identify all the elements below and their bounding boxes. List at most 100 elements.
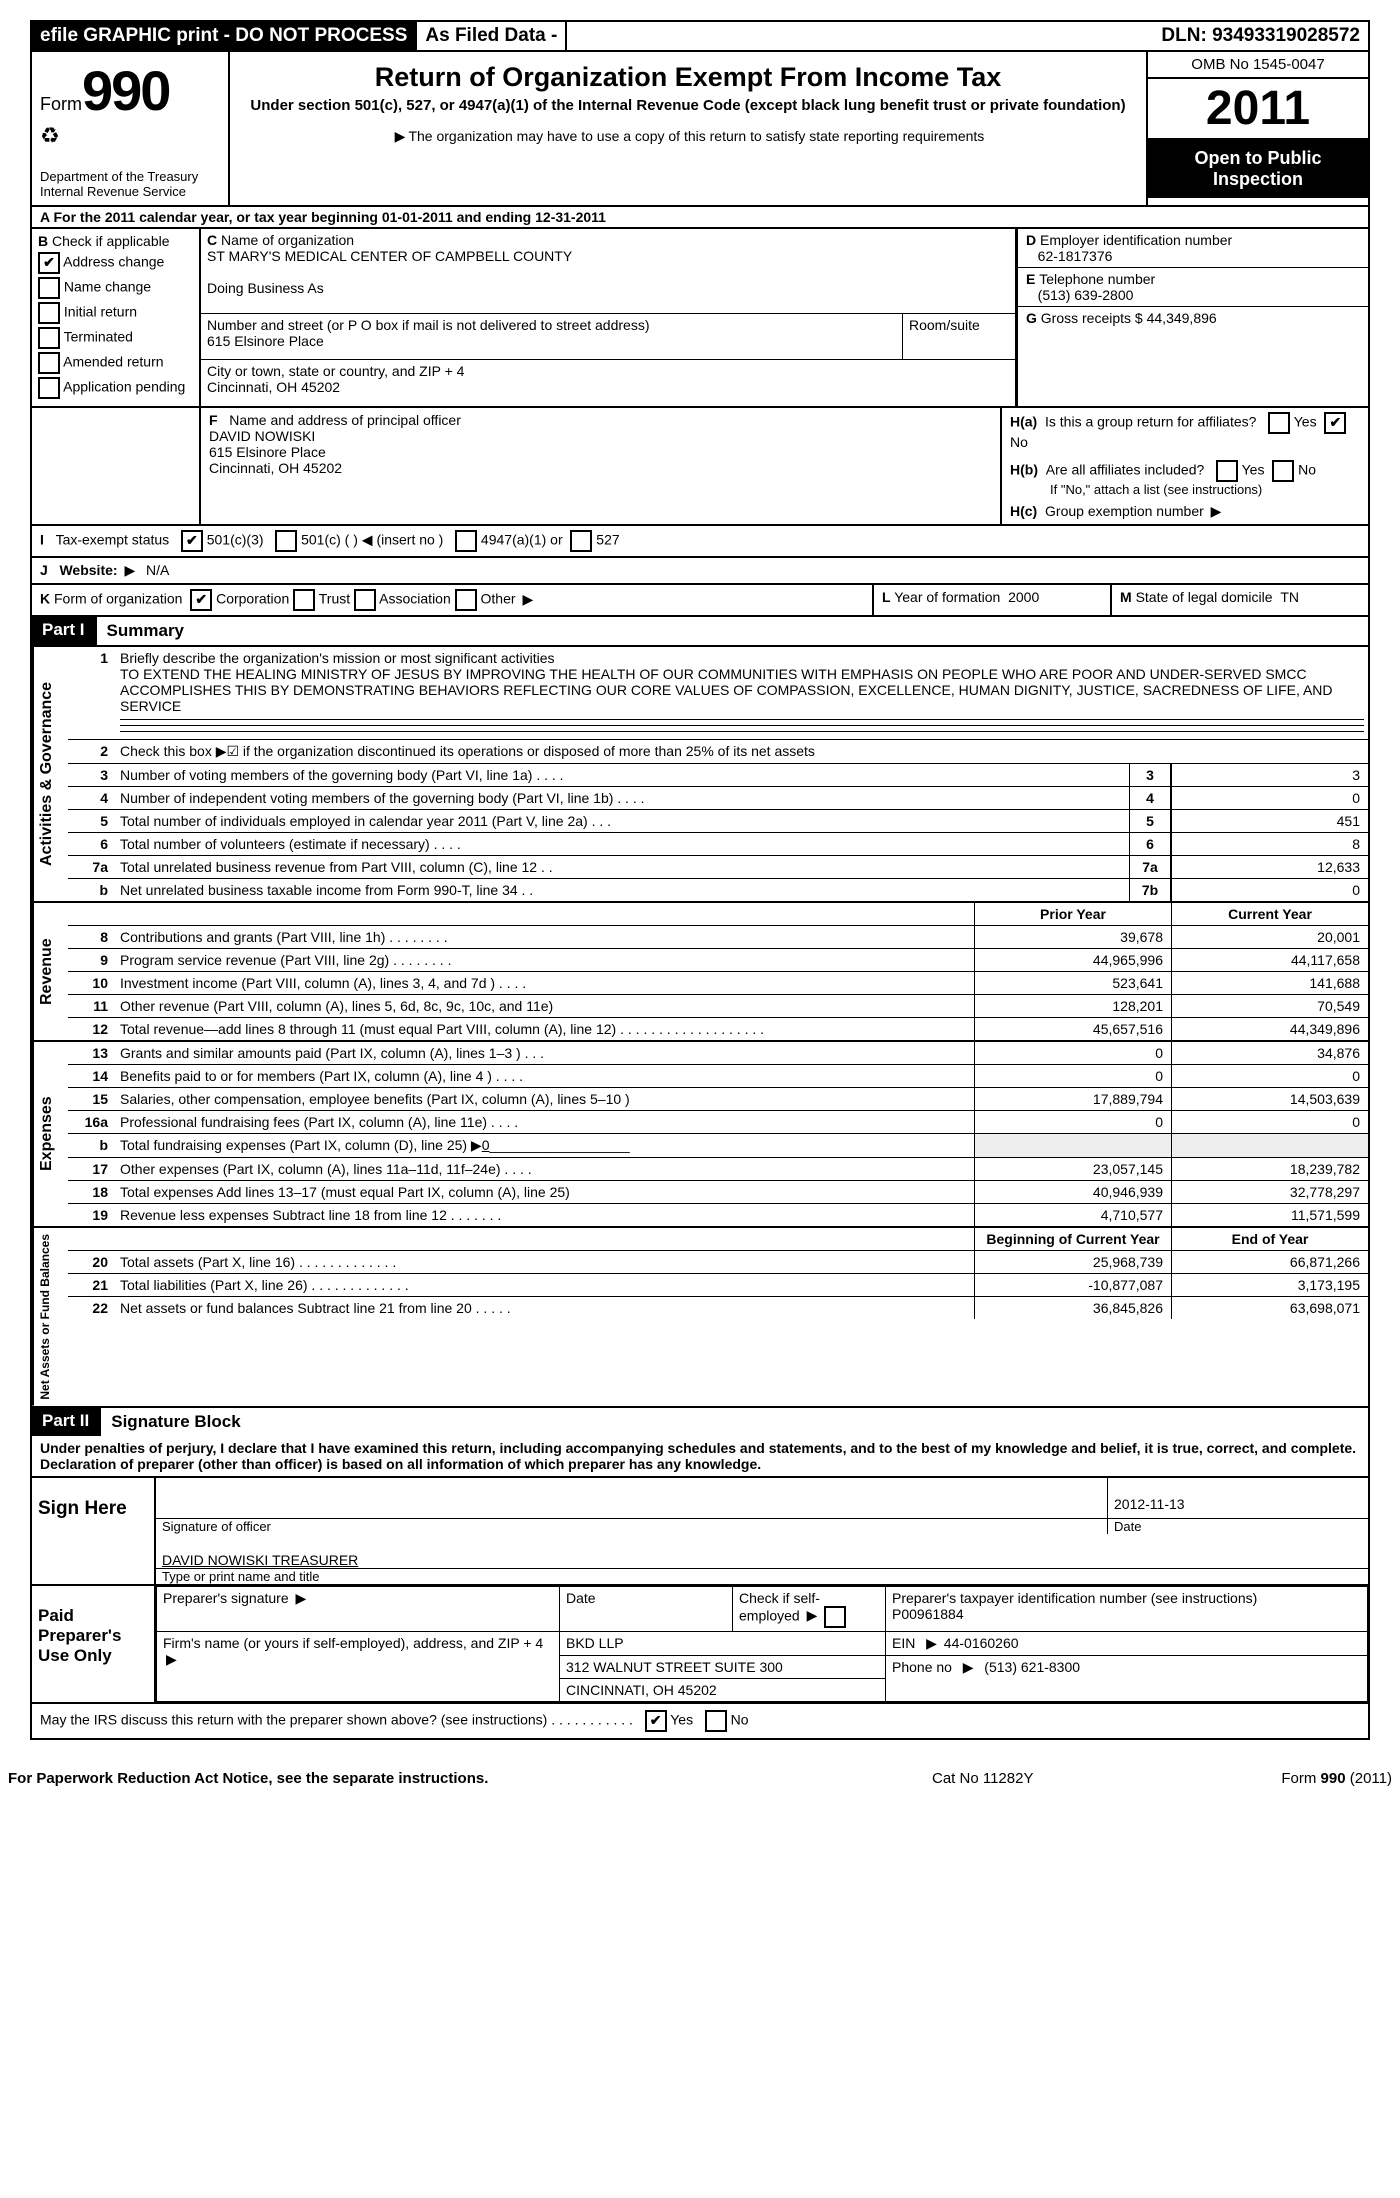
exp-line-19: 19Revenue less expenses Subtract line 18… [68,1203,1368,1226]
section-h: H(a) Is this a group return for affiliat… [1002,408,1368,524]
paid-preparer-block: Paid Preparer's Use Only Preparer's sign… [32,1586,1368,1704]
org-street: 615 Elsinore Place [207,333,324,349]
form-label: Form [40,94,82,114]
sign-date: 2012-11-13 [1108,1494,1368,1519]
hb-no[interactable] [1272,460,1294,482]
rev-line-8: 8Contributions and grants (Part VIII, li… [68,925,1368,948]
cb-self-employed[interactable] [824,1606,846,1628]
exp-line-18: 18Total expenses Add lines 13–17 (must e… [68,1180,1368,1203]
side-label-revenue: Revenue [32,903,68,1040]
gross-receipts: 44,349,896 [1147,310,1217,326]
rev-line-10: 10Investment income (Part VIII, column (… [68,971,1368,994]
section-klm: K Form of organization ✔ Corporation Tru… [32,585,1368,617]
form-note: The organization may have to use a copy … [240,128,1136,145]
form-header: Form990 ♻ Department of the Treasury Int… [32,52,1368,207]
section-b: B Check if applicable ✔ Address change N… [32,229,201,406]
net-line-22: 22Net assets or fund balances Subtract l… [68,1296,1368,1319]
i-501c3[interactable]: ✔ [181,530,203,552]
section-f: F Name and address of principal officer … [201,408,1002,524]
i-4947[interactable] [455,530,477,552]
side-label-netassets: Net Assets or Fund Balances [32,1228,68,1406]
cb-application-pending[interactable]: Application pending [38,377,193,399]
k-other[interactable] [455,589,477,611]
efile-warning: efile GRAPHIC print - DO NOT PROCESS [32,22,417,50]
firm-phone: (513) 621-8300 [984,1659,1080,1675]
part1-title: Summary [95,617,1368,645]
mission-text: TO EXTEND THE HEALING MINISTRY OF JESUS … [120,666,1333,714]
paid-preparer-label: Paid Preparer's Use Only [32,1586,156,1702]
dln-value: 93493319028572 [1212,25,1360,46]
ha-no[interactable]: ✔ [1324,412,1346,434]
section-j: J Website: N/A [32,558,1368,585]
revenue-section: Revenue Prior Year Current Year 8Contrib… [32,901,1368,1040]
firm-name: BKD LLP [560,1631,886,1655]
dept-line2: Internal Revenue Service [40,184,220,199]
part2-label: Part II [32,1408,99,1436]
section-a: A For the 2011 calendar year, or tax yea… [32,207,1368,229]
expenses-section: Expenses 13Grants and similar amounts pa… [32,1040,1368,1226]
i-501c[interactable] [275,530,297,552]
sign-here-label: Sign Here [32,1478,156,1584]
section-i: I Tax-exempt status ✔ 501(c)(3) 501(c) (… [32,526,1368,558]
form-number: 990 [82,59,169,122]
discuss-row: May the IRS discuss this return with the… [32,1704,1368,1738]
top-bar: efile GRAPHIC print - DO NOT PROCESS As … [32,22,1368,52]
footer-left: For Paperwork Reduction Act Notice, see … [8,1770,932,1787]
cb-name-change[interactable]: Name change [38,277,193,299]
sign-here-block: Sign Here Signature of officer 2012-11-1… [32,1478,1368,1586]
k-trust[interactable] [293,589,315,611]
side-label-expenses: Expenses [32,1042,68,1226]
exp-line-17: 17Other expenses (Part IX, column (A), l… [68,1157,1368,1180]
cb-address-change[interactable]: ✔ Address change [38,252,193,274]
form-page: efile GRAPHIC print - DO NOT PROCESS As … [30,20,1370,1740]
rev-line-12: 12Total revenue—add lines 8 through 11 (… [68,1017,1368,1040]
cb-terminated[interactable]: Terminated [38,327,193,349]
exp-line-14: 14Benefits paid to or for members (Part … [68,1064,1368,1087]
section-c: C Name of organization ST MARY'S MEDICAL… [201,229,1018,406]
dln-cell: DLN: 93493319028572 [1153,22,1368,50]
header-left: Form990 ♻ Department of the Treasury Int… [32,52,230,205]
footer-mid: Cat No 11282Y [932,1770,1192,1787]
officer-name: DAVID NOWISKI [209,428,315,444]
side-label-governance: Activities & Governance [32,647,68,901]
net-line-21: 21Total liabilities (Part X, line 26) . … [68,1273,1368,1296]
officer-name-typed: DAVID NOWISKI TREASURER [156,1550,1368,1569]
officer-signature-line[interactable] [156,1494,1107,1519]
exp-line-b: bTotal fundraising expenses (Part IX, co… [68,1133,1368,1157]
ein-value: 62-1817376 [1038,248,1113,264]
cb-initial-return[interactable]: Initial return [38,302,193,324]
gov-line-3: 3Number of voting members of the governi… [68,763,1368,786]
firm-ein: 44-0160260 [944,1635,1019,1651]
net-line-20: 20Total assets (Part X, line 16) . . . .… [68,1250,1368,1273]
exp-line-13: 13Grants and similar amounts paid (Part … [68,1042,1368,1064]
omb-number: OMB No 1545-0047 [1148,52,1368,79]
as-filed-label: As Filed Data - [417,22,567,50]
part1-label: Part I [32,617,95,645]
i-527[interactable] [570,530,592,552]
perjury-statement: Under penalties of perjury, I declare th… [32,1436,1368,1478]
gov-line-7a: 7aTotal unrelated business revenue from … [68,855,1368,878]
exp-line-15: 15Salaries, other compensation, employee… [68,1087,1368,1110]
governance-section: Activities & Governance 1 Briefly descri… [32,645,1368,901]
discuss-no[interactable] [705,1710,727,1732]
form-subtitle: Under section 501(c), 527, or 4947(a)(1)… [240,97,1136,114]
hb-yes[interactable] [1216,460,1238,482]
cb-amended-return[interactable]: Amended return [38,352,193,374]
footer-right: Form 990 (2011) [1192,1770,1392,1787]
discuss-yes[interactable]: ✔ [645,1710,667,1732]
exp-line-16a: 16aProfessional fundraising fees (Part I… [68,1110,1368,1133]
k-corp[interactable]: ✔ [190,589,212,611]
gov-line-7b: bNet unrelated business taxable income f… [68,878,1368,901]
phone-value: (513) 639-2800 [1038,287,1134,303]
gov-line-6: 6Total number of volunteers (estimate if… [68,832,1368,855]
dept-line1: Department of the Treasury [40,169,220,184]
ha-yes[interactable] [1268,412,1290,434]
header-right: OMB No 1545-0047 2011 Open to Public Ins… [1148,52,1368,205]
page-footer: For Paperwork Reduction Act Notice, see … [0,1760,1400,1797]
part2-title: Signature Block [99,1408,1368,1436]
netassets-section: Net Assets or Fund Balances Beginning of… [32,1226,1368,1406]
org-city: Cincinnati, OH 45202 [207,379,340,395]
open-to-public: Open to Public Inspection [1148,140,1368,198]
org-info-block: B Check if applicable ✔ Address change N… [32,229,1368,408]
k-assoc[interactable] [354,589,376,611]
